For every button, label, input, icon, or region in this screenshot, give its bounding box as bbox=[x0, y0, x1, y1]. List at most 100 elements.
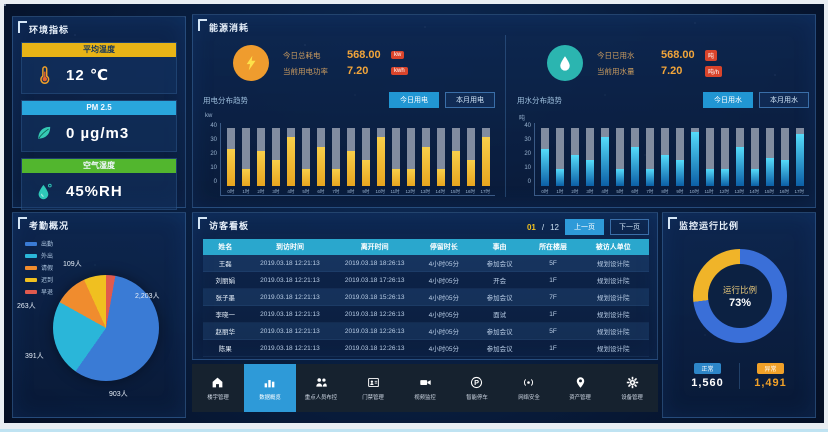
x-tick-label: 7时 bbox=[331, 189, 340, 195]
nav-item-parking[interactable]: P 智能停车 bbox=[451, 364, 503, 412]
table-cell: 4小时05分 bbox=[417, 288, 471, 306]
filter-button[interactable]: 今日用电 bbox=[389, 92, 439, 108]
legend-swatch bbox=[25, 265, 37, 270]
bar-column: 3时 bbox=[582, 128, 597, 195]
monitor-ratio-panel: 监控运行比例 运行比例 73% 正常 1,560 异常 1,491 bbox=[662, 212, 816, 418]
thermometer-icon bbox=[34, 65, 54, 85]
nav-item-location-pin[interactable]: 资产管理 bbox=[554, 364, 606, 412]
x-tick-label: 5时 bbox=[615, 189, 624, 195]
bar bbox=[750, 128, 759, 186]
column-header: 所在楼层 bbox=[528, 239, 578, 255]
legend-swatch bbox=[25, 241, 37, 246]
x-tick-label: 6时 bbox=[316, 189, 325, 195]
nav-label: 门禁管理 bbox=[362, 395, 385, 401]
x-tick-label: 7时 bbox=[645, 189, 654, 195]
table-cell: 开会 bbox=[470, 271, 529, 289]
donut-center: 运行比例 73% bbox=[708, 264, 772, 328]
nav-item-home[interactable]: 楼宇管理 bbox=[192, 364, 244, 412]
table-cell: 2019.03.18 12:26:13 bbox=[332, 305, 418, 323]
table-row: 赵丽华 2019.03.18 12:21:13 2019.03.18 12:26:1… bbox=[203, 322, 649, 340]
environment-panel-title: 环境指标 bbox=[13, 17, 185, 36]
table-cell: 参加会议 bbox=[470, 255, 529, 272]
metric-label: PM 2.5 bbox=[22, 101, 176, 115]
x-tick-label: 0时 bbox=[226, 189, 235, 195]
bar bbox=[286, 128, 295, 186]
filter-button[interactable]: 本月用电 bbox=[445, 92, 495, 108]
legend-swatch bbox=[25, 289, 37, 294]
table-cell: 面试 bbox=[470, 305, 529, 323]
bar-column: 7时 bbox=[328, 128, 343, 195]
nav-item-id-card[interactable]: 门禁管理 bbox=[347, 364, 399, 412]
monitor-panel-title: 监控运行比例 bbox=[663, 213, 815, 232]
bar bbox=[301, 128, 310, 186]
bar-column: 1时 bbox=[238, 128, 253, 195]
nav-item-chart[interactable]: 数据概览 bbox=[243, 364, 296, 412]
bar bbox=[705, 128, 714, 186]
x-tick-label: 16时 bbox=[465, 189, 476, 195]
nav-item-people[interactable]: 重点人员布控 bbox=[296, 364, 348, 412]
bar bbox=[226, 128, 235, 186]
attendance-panel: 考勤概况 出勤 外出 请假 迟到 早退 109人 2,203人 903人 391人 263人 bbox=[12, 212, 186, 418]
x-tick-label: 1时 bbox=[241, 189, 250, 195]
table-cell: 1F bbox=[528, 305, 578, 323]
column-header: 事由 bbox=[470, 239, 529, 255]
bar-column: 9时 bbox=[672, 128, 687, 195]
x-tick-label: 6时 bbox=[630, 189, 639, 195]
table-cell: 2019.03.18 12:21:13 bbox=[247, 271, 333, 289]
nav-item-camera[interactable]: 视频监控 bbox=[399, 364, 451, 412]
nav-label: 资产管理 bbox=[569, 395, 592, 401]
nav-label: 数据概览 bbox=[258, 395, 281, 401]
filter-button[interactable]: 本月用水 bbox=[759, 92, 809, 108]
x-tick-label: 15时 bbox=[450, 189, 461, 195]
gear-icon bbox=[625, 375, 639, 389]
table-cell: 规划设计院 bbox=[577, 339, 649, 357]
bar-column: 14时 bbox=[747, 128, 762, 195]
prev-page-button[interactable]: 上一页 bbox=[565, 219, 604, 235]
table-cell: 规划设计院 bbox=[577, 271, 649, 289]
bar bbox=[316, 128, 325, 186]
bar bbox=[540, 128, 549, 186]
x-tick-label: 17时 bbox=[794, 189, 805, 195]
bar-plot: 0时 1时 2时 3时 4时 5时 6时 7时 8时 9时 10时 11时 12时 13时 14时 15时 16… bbox=[534, 123, 809, 196]
nav-item-signal[interactable]: 网络安全 bbox=[503, 364, 555, 412]
unit-badge: kwh bbox=[391, 67, 408, 75]
table-cell: 规划设计院 bbox=[577, 255, 649, 272]
pie-slice-label: 109人 bbox=[63, 261, 82, 268]
page-separator: / bbox=[541, 222, 545, 232]
location-pin-icon bbox=[573, 375, 587, 389]
table-row: 王磊 2019.03.18 12:21:13 2019.03.18 18:26:13… bbox=[203, 255, 649, 272]
unit-badge: 吨 bbox=[705, 49, 718, 61]
next-page-button[interactable]: 下一页 bbox=[610, 219, 649, 235]
bar bbox=[256, 128, 265, 186]
bar bbox=[630, 128, 639, 186]
bar-column: 6时 bbox=[313, 128, 328, 195]
bar-column: 5时 bbox=[612, 128, 627, 195]
camera-icon bbox=[418, 375, 432, 389]
electricity-section: 今日总耗电 568.00 kw 当前用电功率 7.20 kwh 用电分布趋势 今日用电 本月用电… bbox=[199, 33, 499, 203]
filter-button[interactable]: 今日用水 bbox=[703, 92, 753, 108]
x-tick-label: 8时 bbox=[660, 189, 669, 195]
bar-column: 11时 bbox=[702, 128, 717, 195]
bar bbox=[570, 128, 579, 186]
environment-panel: 环境指标 平均温度 12 ℃ PM 2.5 0 µg/m3 空气湿度 45%RH bbox=[12, 16, 186, 210]
nav-item-gear[interactable]: 设备管理 bbox=[606, 364, 658, 412]
table-row: 张子墨 2019.03.18 12:21:13 2019.03.18 15:26:1… bbox=[203, 288, 649, 306]
bar-column: 0时 bbox=[537, 128, 552, 195]
bottom-navbar: 楼宇管理 数据概览 重点人员布控 门禁管理 视频监控 P 智能停车 网络安全 资产管理 设备管理 bbox=[192, 364, 658, 412]
bar-column: 14时 bbox=[433, 128, 448, 195]
table-cell: 2019.03.18 12:21:13 bbox=[247, 322, 333, 340]
energy-panel-title: 能源消耗 bbox=[193, 15, 815, 34]
bar-column: 6时 bbox=[627, 128, 642, 195]
stat-label: 今日已用水 bbox=[597, 50, 635, 60]
monitor-stats: 正常 1,560 异常 1,491 bbox=[663, 363, 815, 389]
table-header-row: 姓名 到访时间 离开时间 停留时长 事由 所在楼层 被访人单位 bbox=[203, 239, 649, 255]
bar-column: 9时 bbox=[358, 128, 373, 195]
x-tick-label: 17时 bbox=[480, 189, 491, 195]
x-tick-label: 13时 bbox=[734, 189, 745, 195]
x-tick-label: 4时 bbox=[286, 189, 295, 195]
table-row: 陈果 2019.03.18 12:21:13 2019.03.18 12:26:13… bbox=[203, 339, 649, 357]
attendance-pie-chart bbox=[53, 275, 159, 381]
bar-column: 3时 bbox=[268, 128, 283, 195]
bar bbox=[780, 128, 789, 186]
